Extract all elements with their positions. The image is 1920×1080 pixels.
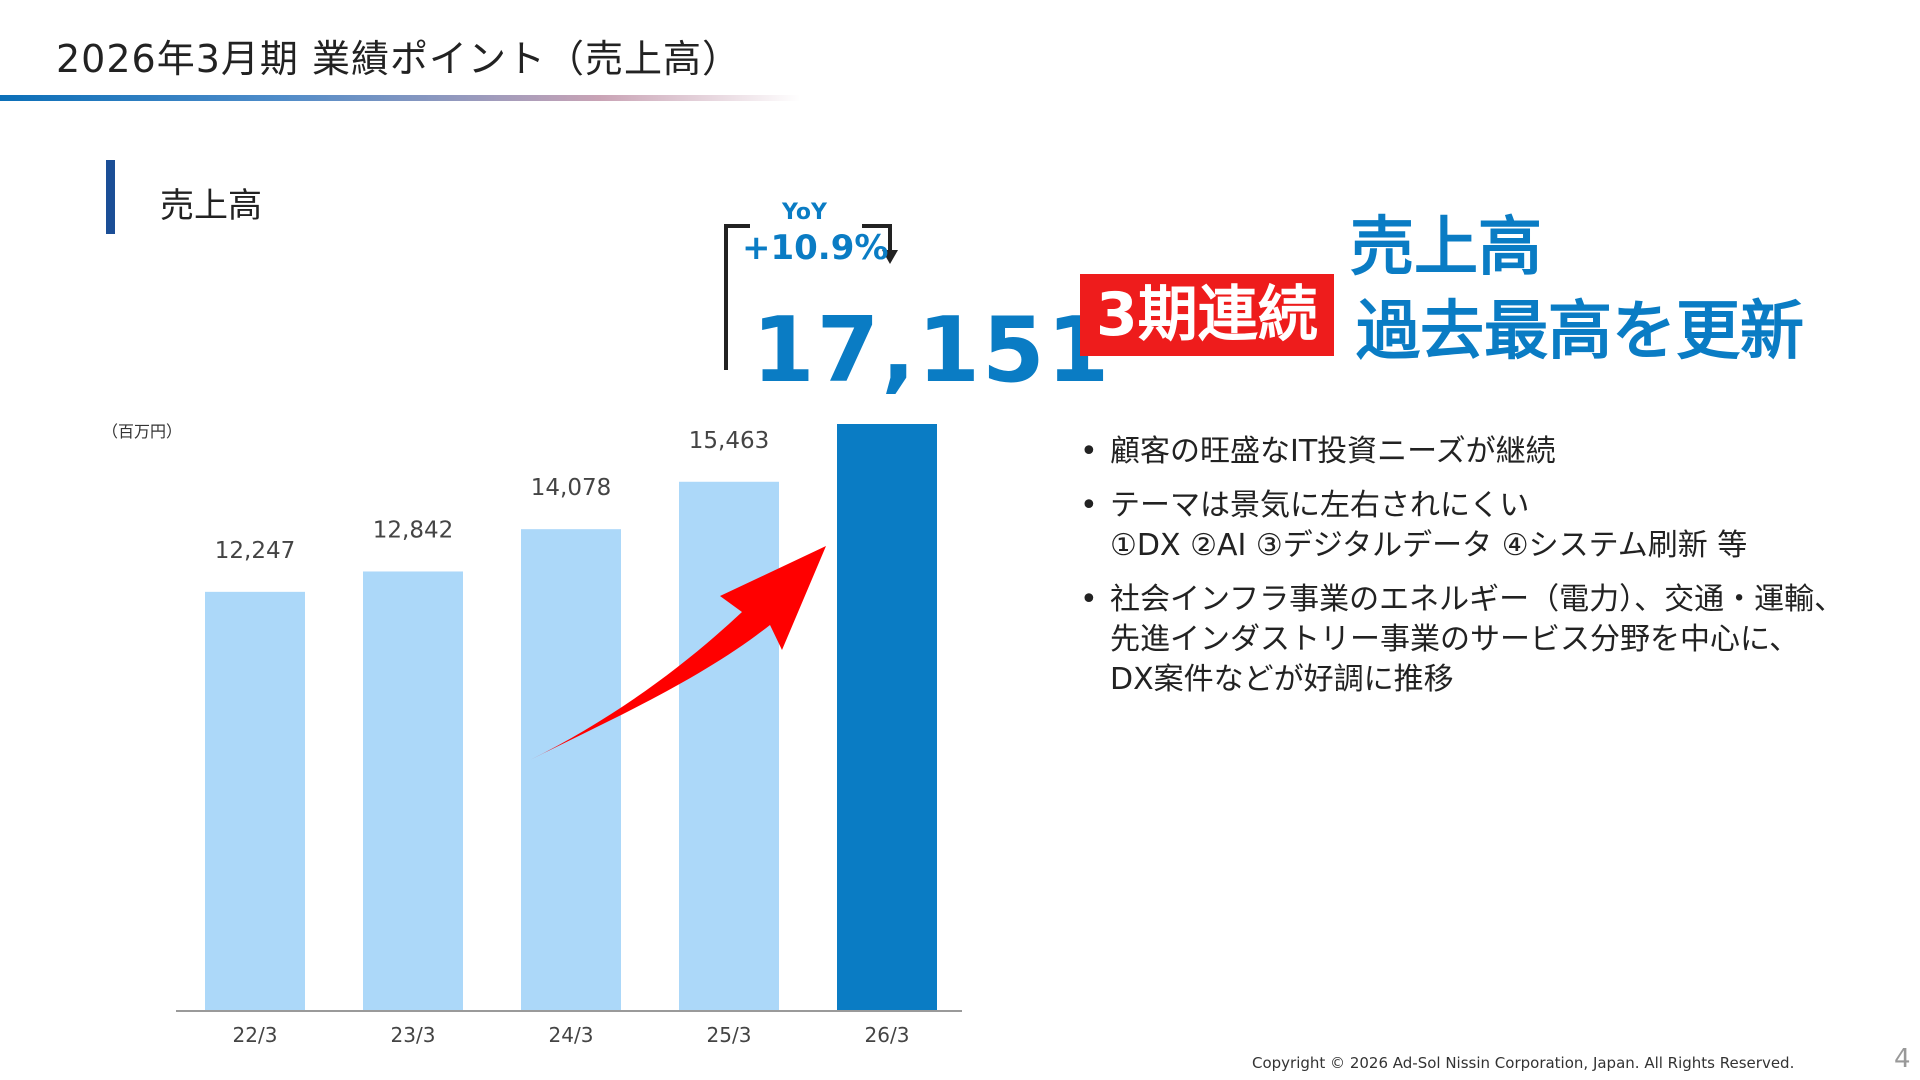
headline-line1: 売上高 xyxy=(1350,211,1542,285)
growth-arrow-icon xyxy=(530,546,826,760)
bullet-item: 顧客の旺盛なIT投資ニーズが継続 xyxy=(1078,432,1898,472)
bar-value-label: 12,842 xyxy=(373,517,453,543)
yoy-value: +10.9% xyxy=(742,228,889,268)
bar-value-label: 12,247 xyxy=(215,538,295,564)
bullet-item: テーマは景気に左右されにくい ①DX ②AI ③デジタルデータ ④システム刷新 … xyxy=(1078,486,1898,566)
bullet-text: 顧客の旺盛なIT投資ニーズが継続 xyxy=(1110,434,1556,469)
bullet-text: 先進インダストリー事業のサービス分野を中心に、 xyxy=(1110,622,1800,657)
x-tick-label: 26/3 xyxy=(865,1023,910,1047)
chart-unit-label: （百万円） xyxy=(102,422,183,441)
footer-copyright: Copyright © 2026 Ad-Sol Nissin Corporati… xyxy=(1252,1054,1795,1072)
bar-23-3 xyxy=(363,571,463,1011)
bar-value-label: 14,078 xyxy=(531,475,611,501)
bullet-text: ①DX ②AI ③デジタルデータ ④システム刷新 等 xyxy=(1110,528,1748,563)
page-number: 4 xyxy=(1894,1044,1911,1074)
headline-line2: 過去最高を更新 xyxy=(1356,295,1804,369)
bar-24-3 xyxy=(521,529,621,1011)
bullet-text: 社会インフラ事業のエネルギー（電力）、交通・運輸、 xyxy=(1110,582,1845,617)
title-divider xyxy=(0,95,800,101)
bar-value-label: 15,463 xyxy=(689,428,769,454)
yoy-arrow-head-icon xyxy=(882,250,898,264)
x-tick-label: 25/3 xyxy=(707,1023,752,1047)
x-tick-label: 22/3 xyxy=(233,1023,278,1047)
bar-26-3 xyxy=(837,424,937,1011)
section-label: 売上高 xyxy=(160,186,262,226)
yoy-label: YoY xyxy=(782,200,827,225)
highlight-value: 17,151 xyxy=(752,298,1112,403)
yoy-bracket xyxy=(724,224,750,370)
bullet-text: DX案件などが好調に推移 xyxy=(1110,662,1454,697)
headline-badge: 3期連続 xyxy=(1080,274,1334,356)
bullet-list: 顧客の旺盛なIT投資ニーズが継続 テーマは景気に左右されにくい ①DX ②AI … xyxy=(1078,432,1898,714)
page-title: 2026年3月期 業績ポイント（売上高） xyxy=(56,37,741,81)
x-tick-label: 23/3 xyxy=(391,1023,436,1047)
x-tick-label: 24/3 xyxy=(549,1023,594,1047)
bullet-item: 社会インフラ事業のエネルギー（電力）、交通・運輸、 先進インダストリー事業のサー… xyxy=(1078,580,1898,700)
section-marker xyxy=(106,160,115,234)
bar-22-3 xyxy=(205,591,305,1011)
yoy-bracket-arrow xyxy=(862,224,892,252)
bar-25-3 xyxy=(679,481,779,1012)
bullet-text: テーマは景気に左右されにくい xyxy=(1110,488,1530,523)
